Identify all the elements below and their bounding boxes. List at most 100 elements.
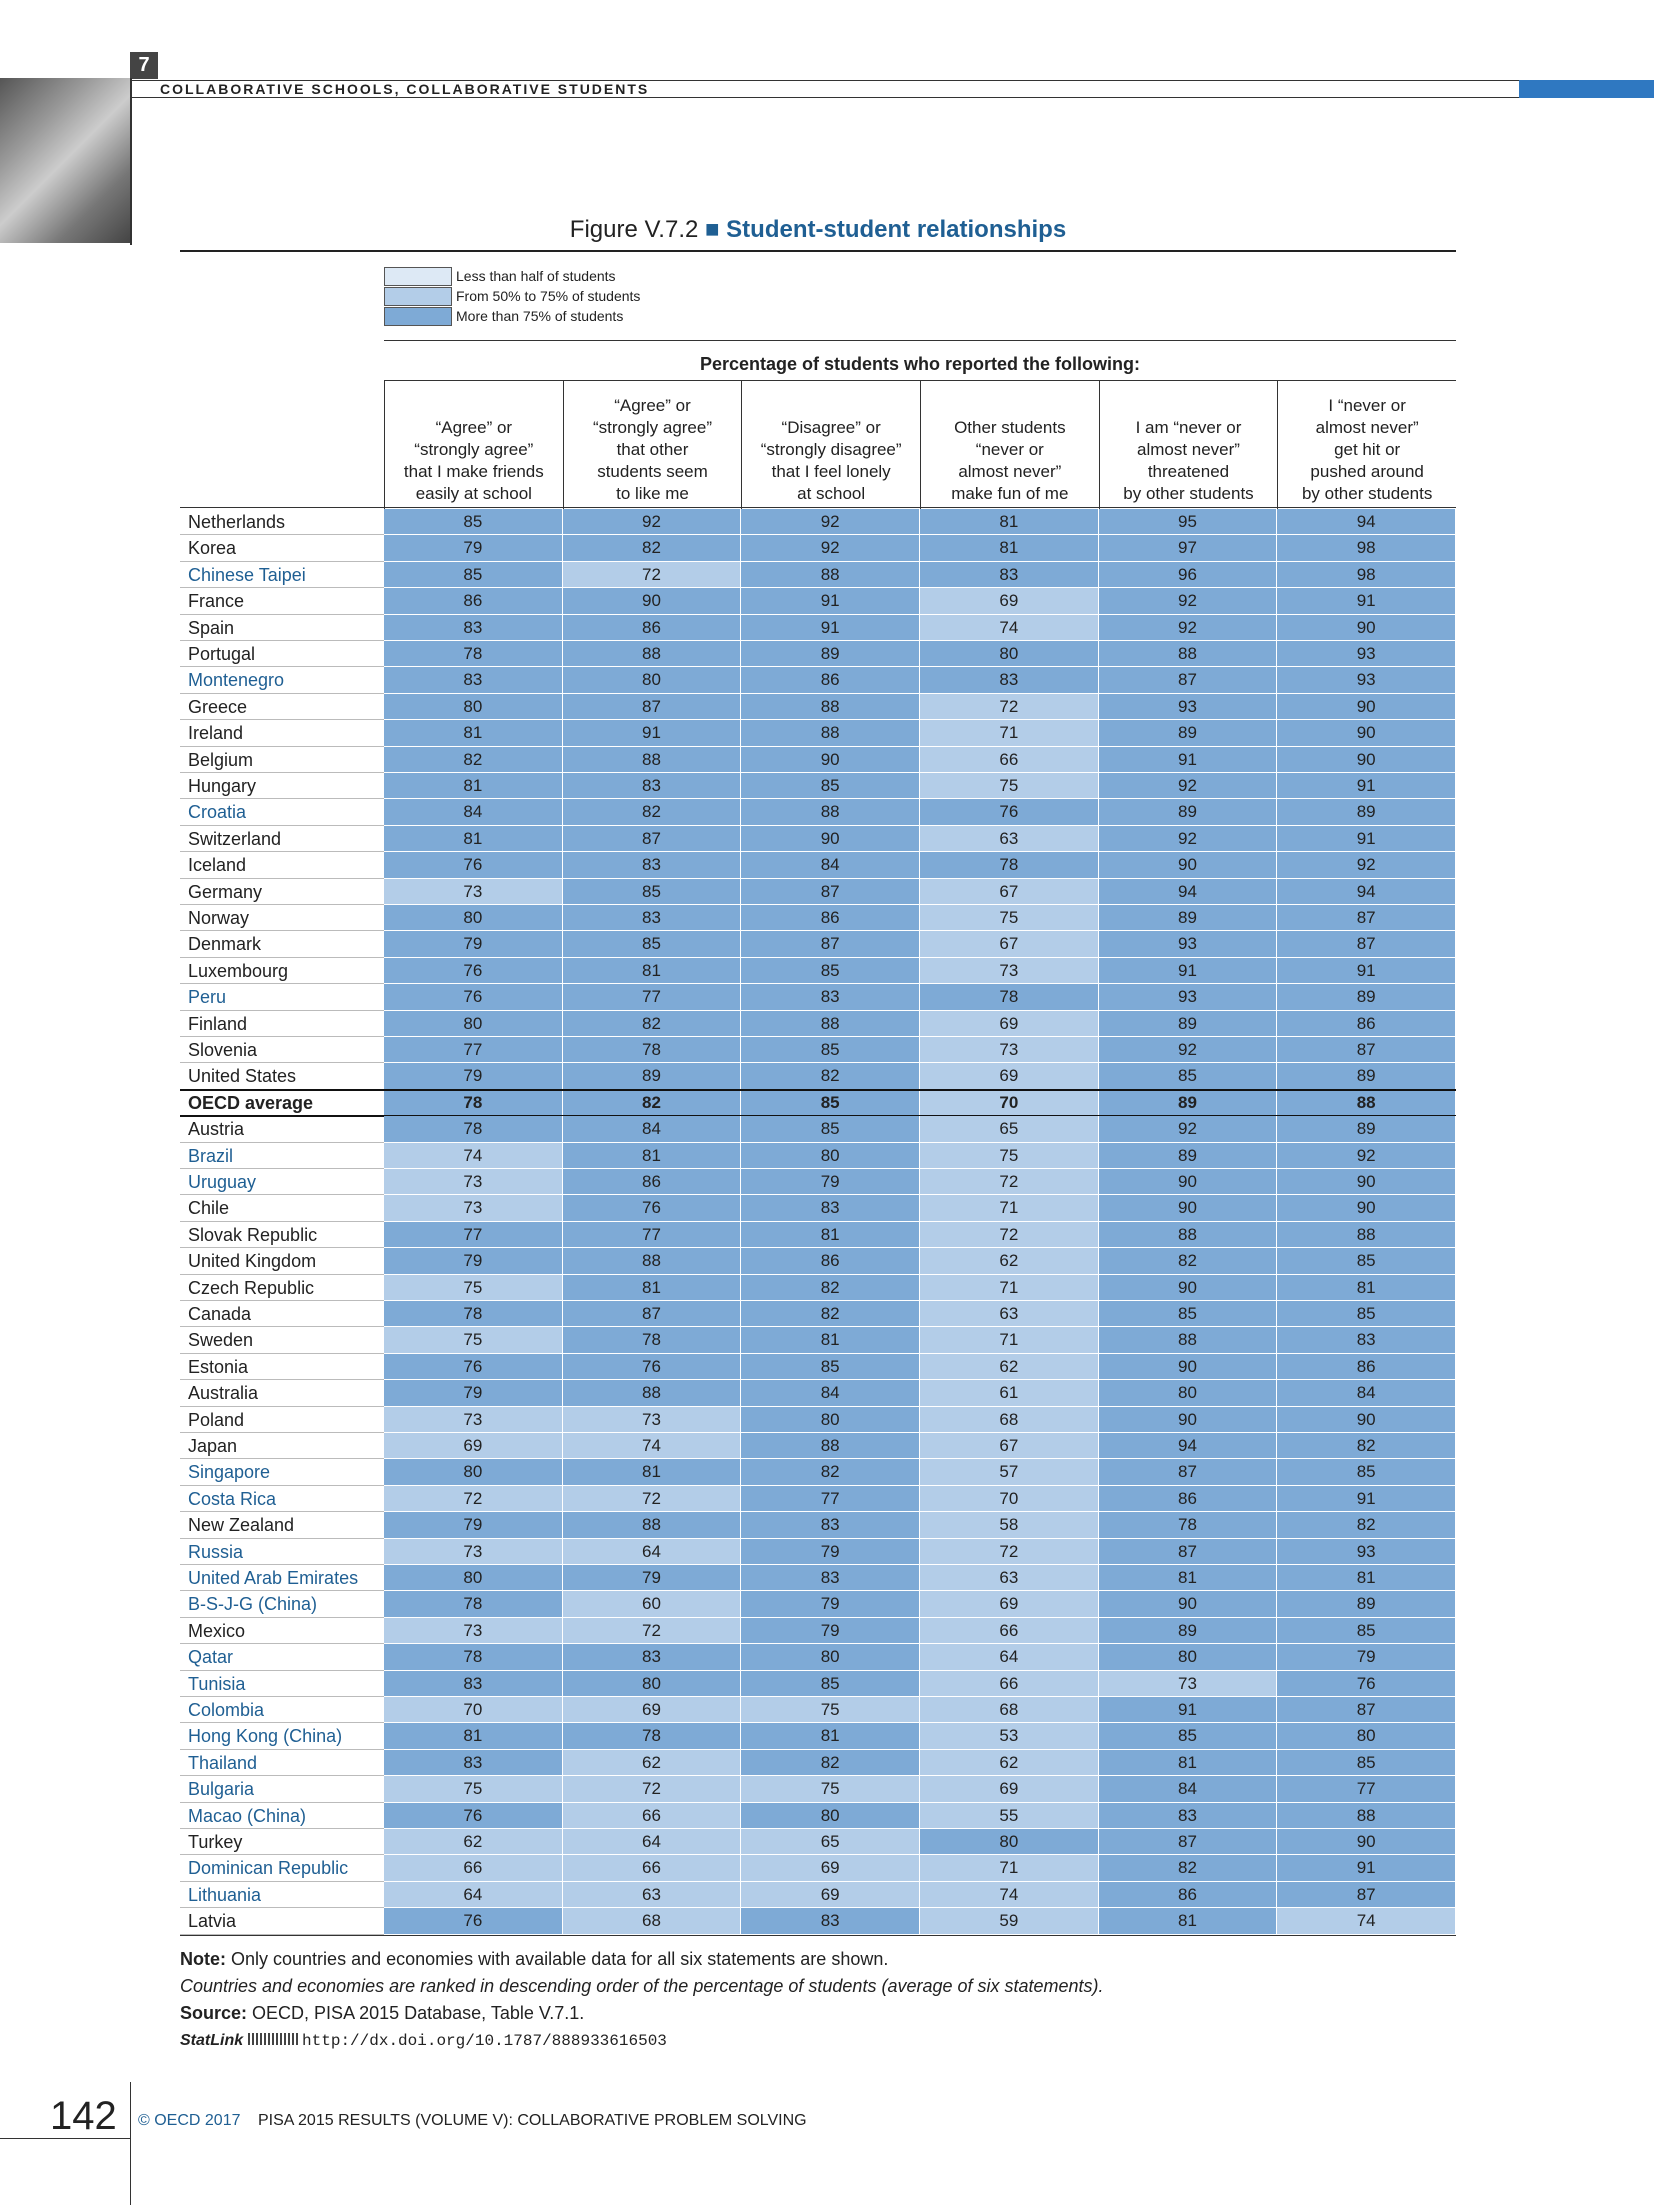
value-cell: 79 [384,1248,563,1275]
value-cell: 73 [384,878,563,905]
row-name: Iceland [180,852,384,879]
value-cell: 66 [562,1855,742,1882]
value-cell: 59 [920,1908,1099,1935]
value-cell: 81 [1098,1908,1278,1935]
value-cell: 77 [741,1485,920,1513]
value-cell: 83 [920,561,1099,589]
value-cell: 85 [741,1116,920,1143]
value-cell: 79 [562,1565,742,1592]
value-cell: 68 [920,1406,1099,1433]
value-cell: 87 [741,931,920,958]
value-cell: 88 [1098,1327,1278,1354]
value-cell: 88 [741,561,920,589]
value-cell: 89 [1277,1116,1456,1143]
value-cell: 73 [384,1195,563,1222]
rule [180,1088,1456,1091]
value-cell: 79 [384,931,563,958]
value-cell: 88 [741,1433,920,1460]
row-name: Slovenia [180,1037,384,1064]
value-cell: 91 [1277,957,1456,985]
statlink[interactable]: http://dx.doi.org/10.1787/888933616503 [302,2032,667,2050]
column-header: “Disagree” or “strongly disagree” that I… [741,381,920,509]
value-cell: 58 [920,1512,1099,1539]
row-name: Chinese Taipei [180,562,384,589]
rule [384,340,1456,341]
value-cell: 86 [1277,1010,1456,1037]
value-cell: 88 [741,1010,920,1037]
figure-name: Student-student relationships [726,216,1067,243]
row-name: Latvia [180,1908,384,1935]
value-cell: 83 [1277,1327,1456,1354]
value-cell: 75 [384,1776,563,1803]
value-cell: 89 [1098,720,1278,747]
value-cell: 61 [920,1380,1099,1407]
value-cell: 66 [920,1617,1099,1645]
value-cell: 90 [1277,1829,1456,1856]
value-cell: 90 [1277,720,1456,747]
value-cell: 88 [562,1248,742,1275]
value-cell: 68 [562,1908,742,1935]
value-cell: 88 [1098,1221,1278,1249]
value-cell: 81 [562,1142,742,1169]
value-cell: 85 [741,1353,920,1381]
value-cell: 82 [562,799,742,826]
value-cell: 62 [384,1829,563,1856]
value-cell: 71 [920,1274,1099,1301]
value-cell: 91 [562,720,742,747]
row-name: OECD average [180,1090,384,1117]
value-cell: 72 [920,1538,1099,1565]
value-cell: 81 [384,720,563,747]
value-cell: 72 [920,693,1099,721]
value-cell: 90 [1277,614,1456,641]
value-cell: 91 [1277,825,1456,853]
value-cell: 81 [920,535,1099,562]
row-name: Belgium [180,747,384,773]
value-cell: 92 [1098,1037,1278,1064]
value-cell: 90 [1098,1274,1278,1301]
value-cell: 84 [741,852,920,879]
value-cell: 67 [920,878,1099,905]
value-cell: 87 [1277,1697,1456,1724]
value-cell: 72 [562,1776,742,1803]
value-cell: 83 [384,1670,563,1697]
value-cell: 87 [1098,1538,1278,1565]
value-cell: 83 [384,667,563,694]
value-cell: 76 [562,1195,742,1222]
value-cell: 74 [562,1433,742,1460]
value-cell: 81 [384,825,563,853]
value-cell: 91 [1277,1485,1456,1513]
value-cell: 91 [1277,1855,1456,1882]
value-cell: 75 [741,1697,920,1724]
value-cell: 78 [920,984,1099,1011]
ranking-note: Countries and economies are ranked in de… [180,1976,1104,1996]
row-name: Korea [180,535,384,562]
value-cell: 89 [1098,905,1278,932]
value-cell: 89 [1098,1617,1278,1645]
column-header: Other students “never or almost never” m… [920,381,1099,509]
value-cell: 90 [562,588,742,615]
row-name: Qatar [180,1644,384,1671]
row-name: Peru [180,984,384,1011]
row-name: Uruguay [180,1169,384,1196]
value-cell: 82 [741,1459,920,1486]
value-cell: 92 [741,535,920,562]
value-cell: 69 [920,588,1099,615]
row-name: Slovak Republic [180,1222,384,1249]
value-cell: 85 [384,509,563,536]
value-cell: 90 [1277,1169,1456,1196]
value-cell: 79 [384,535,563,562]
value-cell: 83 [1098,1802,1278,1829]
row-name: Norway [180,905,384,932]
value-cell: 81 [741,1221,920,1249]
value-cell: 92 [1098,773,1278,800]
row-name: Chile [180,1195,384,1222]
source: OECD, PISA 2015 Database, Table V.7.1. [252,2003,585,2023]
value-cell: 89 [1277,1063,1456,1090]
value-cell: 76 [384,1908,563,1935]
copyright: © OECD 2017 [138,2112,241,2129]
value-cell: 80 [384,1010,563,1037]
value-cell: 79 [1277,1644,1456,1671]
rule [0,2138,130,2139]
value-cell: 71 [920,1855,1099,1882]
row-name: Japan [180,1433,384,1460]
